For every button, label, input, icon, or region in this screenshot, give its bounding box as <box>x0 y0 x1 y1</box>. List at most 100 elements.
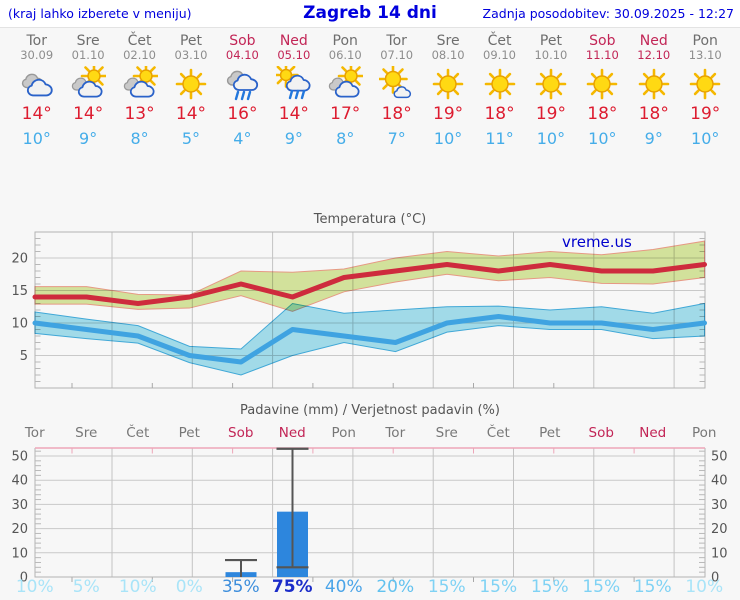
sun-cloud-icon <box>122 62 159 102</box>
date-label: 04.10 <box>225 48 259 62</box>
weekday-label: Ned <box>279 33 308 49</box>
high-temp: 19° <box>690 104 721 124</box>
temp-min-line <box>32 314 707 365</box>
date-label: 03.10 <box>174 48 208 62</box>
precip-probability: 10% <box>118 577 157 597</box>
precip-probability: 15% <box>530 577 569 597</box>
day-column: Pon 13.10 19° 10° <box>679 33 730 148</box>
weekday-label: Tor <box>386 33 407 49</box>
day-column: Pet 03.10 14° 5° <box>165 33 216 148</box>
low-temp: 9° <box>284 129 303 148</box>
day-column: Tor 07.10 18° 7° <box>371 33 422 148</box>
precip-probability: 35% <box>221 577 260 597</box>
precipitation-chart: 0 0 10 10 20 20 30 30 40 40 50 50 <box>11 447 728 586</box>
high-temp: 19° <box>433 104 464 124</box>
weekday-label: Čet <box>487 33 512 49</box>
date-label: 08.10 <box>431 48 465 62</box>
precip-probability: 10% <box>685 577 724 597</box>
sun-icon <box>430 66 466 102</box>
last-update: Zadnja posodobitev: 30.09.2025 - 12:27 <box>482 6 734 21</box>
precip-probability: 15% <box>633 577 672 597</box>
high-temp: 18° <box>638 104 669 124</box>
page-title: Zagreb 14 dni <box>303 3 437 23</box>
cloudy-icon <box>19 66 55 102</box>
day-column: Sre 01.10 14° 9° <box>62 33 113 148</box>
high-temp: 14° <box>278 104 309 124</box>
precip-weekday-label: Čet <box>126 425 150 441</box>
svg-text:50: 50 <box>11 450 28 465</box>
high-temp: 14° <box>21 104 52 124</box>
low-temp: 10° <box>433 129 463 148</box>
low-temp: 8° <box>130 129 149 148</box>
precip-weekday-label: Sob <box>588 425 614 441</box>
date-label: 09.10 <box>483 48 516 62</box>
svg-text:30: 30 <box>711 498 728 513</box>
weekday-label: Sre <box>76 33 100 49</box>
low-temp: 10° <box>536 129 566 148</box>
watermark-link[interactable]: vreme.us <box>562 233 632 251</box>
precip-weekday-label: Sre <box>75 425 98 441</box>
weekday-label: Sob <box>229 33 256 49</box>
day-column: Sre 08.10 19° 10° <box>422 33 473 148</box>
temp-max-line <box>32 262 707 306</box>
svg-text:20: 20 <box>11 522 28 537</box>
weekday-label: Sob <box>589 33 616 49</box>
forecast-strip: Tor 30.09 14° 10° Sre 01.10 14° 9° Čet 02.10 13° 8°… <box>11 33 731 148</box>
svg-text:10: 10 <box>711 546 728 561</box>
precip-weekday-label: Pon <box>692 425 717 441</box>
precip-weekday-label: Sob <box>228 425 254 441</box>
low-temp: 5° <box>181 129 201 148</box>
date-label: 01.10 <box>71 48 105 62</box>
precip-weekday-label: Ned <box>639 425 667 441</box>
date-label: 11.10 <box>585 48 619 62</box>
sun-cloud-icon <box>327 62 365 102</box>
high-temp: 14° <box>175 104 207 124</box>
high-temp: 18° <box>587 104 618 124</box>
menu-hint: (kraj lahko izberete v meniju) <box>8 6 192 21</box>
svg-text:15: 15 <box>11 284 28 299</box>
sun-cloud-icon <box>70 62 108 102</box>
low-temp: 9° <box>79 129 98 148</box>
weekday-label: Pon <box>332 33 358 49</box>
weekday-label: Pon <box>692 33 718 49</box>
weekday-label: Sre <box>436 33 460 49</box>
precip-chart-title: Padavine (mm) / Verjetnost padavin (%) <box>240 403 500 418</box>
day-column: Čet 02.10 13° 8° <box>114 33 165 148</box>
precip-weekday-label: Tor <box>24 425 45 441</box>
day-column: Pon 06.10 17° 8° <box>320 33 371 148</box>
precip-weekday-label: Sre <box>435 425 458 441</box>
precip-probability: 75% <box>271 577 313 597</box>
precip-weekday-label: Čet <box>486 425 510 441</box>
high-temp: 16° <box>227 104 258 124</box>
low-temp: 9° <box>644 129 663 148</box>
precip-probability-row: 10% 5% 10% 0% 35% 75% 40% 20% 15% 15% 15% 15% 15% 10% <box>9 577 730 598</box>
svg-text:5: 5 <box>20 349 28 364</box>
day-column: Sob 11.10 18° 10° <box>577 33 628 148</box>
precip-probability: 10% <box>15 577 54 597</box>
precip-weekday-label: Ned <box>278 425 306 441</box>
weekday-label: Čet <box>127 33 152 49</box>
date-label: 12.10 <box>637 48 671 62</box>
low-temp: 11° <box>485 129 514 148</box>
weekday-label: Ned <box>639 33 668 49</box>
rain-icon <box>224 66 260 102</box>
weekday-label: Pet <box>539 33 562 49</box>
low-temp: 10° <box>22 129 51 148</box>
low-temp: 10° <box>691 129 720 148</box>
temp-chart-title: Temperatura (°C) <box>313 212 427 227</box>
date-label: 05.10 <box>277 48 311 62</box>
svg-text:10: 10 <box>11 317 28 332</box>
day-column: Tor 30.09 14° 10° <box>11 33 62 148</box>
sun-icon <box>482 66 518 102</box>
day-column: Ned 05.10 14° 9° <box>268 33 319 148</box>
precip-weekday-label: Pet <box>539 425 561 441</box>
high-temp: 14° <box>73 104 104 124</box>
precip-probability: 20% <box>376 577 415 597</box>
date-label: 30.09 <box>20 48 54 62</box>
svg-text:40: 40 <box>11 474 28 489</box>
sun-icon <box>173 66 209 102</box>
high-temp: 18° <box>381 104 412 124</box>
precip-weekday-label: Pet <box>178 425 200 441</box>
svg-text:0: 0 <box>20 571 28 586</box>
day-column: Pet 10.10 19° 10° <box>525 33 576 148</box>
